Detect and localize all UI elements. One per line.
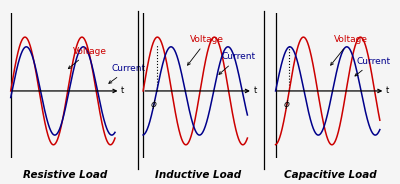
Text: t: t (253, 86, 256, 95)
Text: Voltage: Voltage (331, 35, 368, 65)
Text: Voltage: Voltage (188, 35, 224, 65)
Text: Capacitive Load: Capacitive Load (284, 170, 377, 180)
Text: Inductive Load: Inductive Load (155, 170, 241, 180)
Text: Current: Current (109, 64, 146, 83)
Text: Resistive Load: Resistive Load (24, 170, 108, 180)
Text: Voltage: Voltage (68, 47, 106, 69)
Text: $\phi$: $\phi$ (150, 98, 158, 111)
Text: t: t (386, 86, 389, 95)
Text: Current: Current (355, 57, 391, 76)
Text: t: t (121, 86, 124, 95)
Text: Current: Current (219, 52, 256, 74)
Text: $\phi$: $\phi$ (283, 98, 290, 111)
